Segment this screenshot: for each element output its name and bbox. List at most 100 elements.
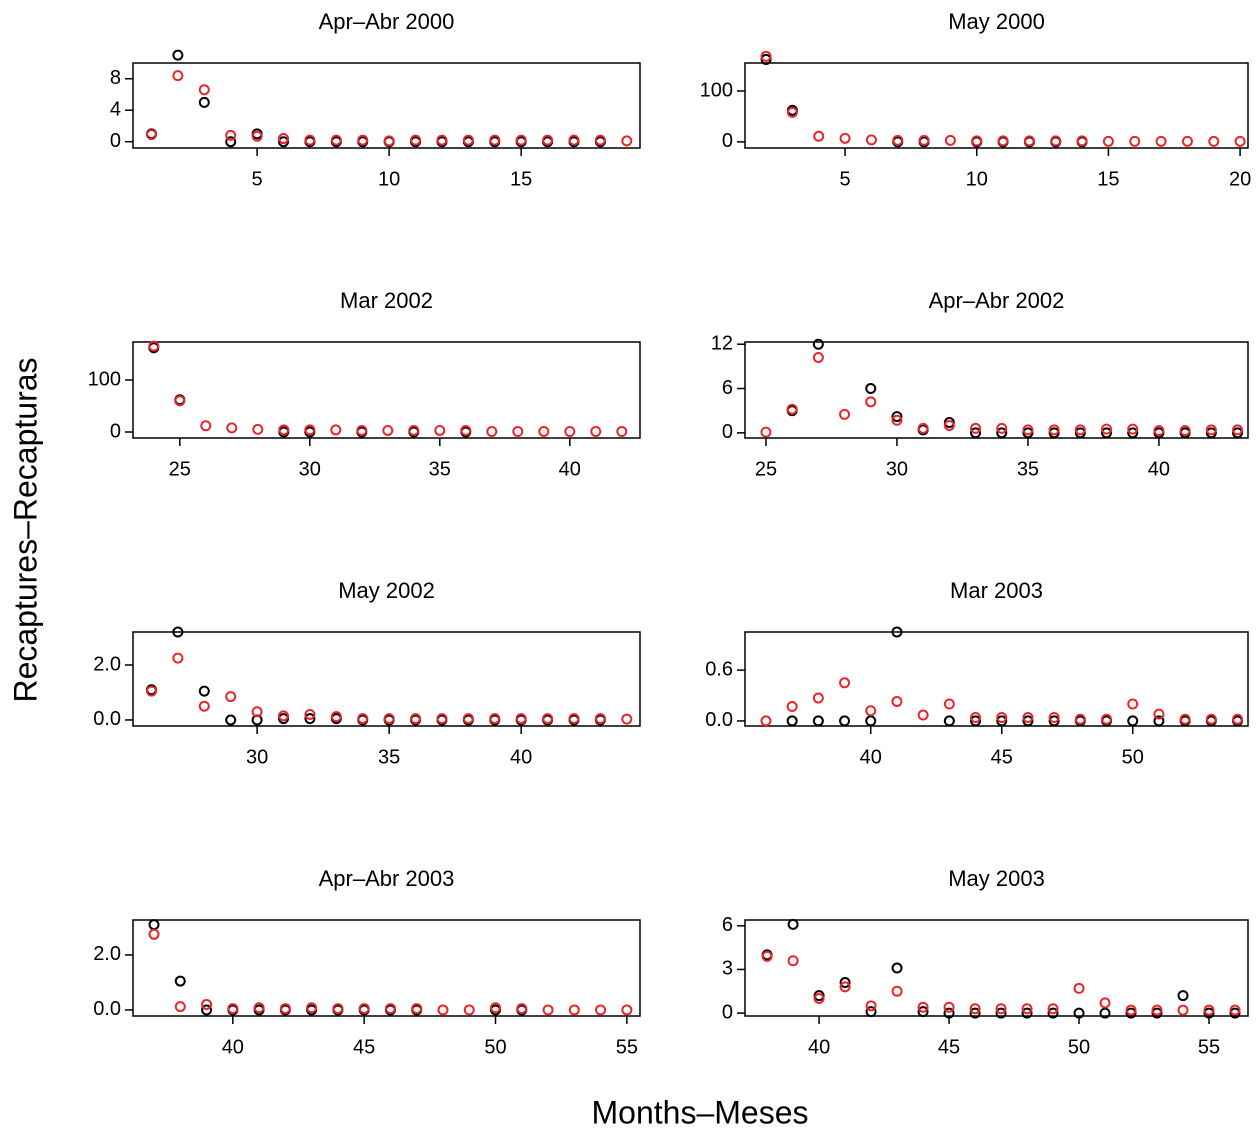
y-tick-label: 8 (110, 67, 121, 89)
point (970, 715, 982, 727)
point (512, 425, 524, 437)
point (1023, 135, 1035, 147)
point (411, 1003, 423, 1015)
point (172, 626, 184, 638)
point (198, 96, 210, 108)
point (590, 425, 602, 437)
point (786, 701, 798, 713)
point (357, 713, 369, 725)
point (1177, 1004, 1189, 1016)
point (943, 419, 955, 431)
point (1101, 713, 1113, 725)
point (594, 134, 606, 146)
point (568, 713, 580, 725)
point (225, 691, 237, 703)
point (595, 1004, 607, 1016)
point (943, 698, 955, 710)
x-tick-label: 20 (1229, 168, 1251, 190)
point (1229, 1004, 1241, 1016)
x-tick-label: 45 (991, 746, 1013, 768)
point (812, 692, 824, 704)
point (172, 49, 184, 61)
point (306, 1002, 318, 1014)
point (943, 1001, 955, 1013)
point (813, 130, 825, 142)
point (813, 993, 825, 1005)
point (969, 1003, 981, 1015)
point (489, 134, 501, 146)
point (1048, 712, 1060, 724)
y-axis-label: Recaptures–Recapturas (7, 357, 43, 702)
point (1099, 997, 1111, 1009)
point (865, 383, 877, 395)
x-tick-label: 30 (886, 458, 908, 480)
panel-title: May 2002 (338, 578, 435, 603)
point (891, 962, 903, 974)
point (760, 715, 772, 727)
x-tick-label: 35 (378, 746, 400, 768)
x-tick-label: 10 (966, 168, 988, 190)
point (1203, 1004, 1215, 1016)
x-tick-label: 40 (808, 1036, 830, 1058)
x-tick-label: 35 (429, 458, 451, 480)
point (201, 1004, 213, 1016)
plot-frame (744, 919, 1249, 1017)
point (812, 715, 824, 727)
point (970, 422, 982, 434)
point (357, 134, 369, 146)
point (594, 713, 606, 725)
plot-frame (132, 631, 641, 727)
point (434, 424, 446, 436)
point (917, 1001, 929, 1013)
y-tick-label: 0.0 (93, 998, 121, 1020)
plot-frame (132, 62, 641, 149)
point (1179, 425, 1191, 437)
point (148, 928, 160, 940)
point (970, 712, 982, 724)
point (1179, 713, 1191, 725)
x-tick-label: 50 (484, 1036, 506, 1058)
y-tick-label: 3 (722, 958, 733, 980)
point (944, 134, 956, 146)
point (891, 411, 903, 423)
y-tick-label: 6 (722, 914, 733, 936)
point (1021, 1003, 1033, 1015)
point (568, 134, 580, 146)
point (227, 1003, 239, 1015)
point (486, 425, 498, 437)
point (251, 130, 263, 142)
point (865, 134, 877, 146)
point (1050, 135, 1062, 147)
point (410, 713, 422, 725)
x-tick-label: 15 (510, 168, 532, 190)
plot-frame (744, 631, 1249, 727)
point (812, 338, 824, 350)
x-tick-label: 30 (299, 458, 321, 480)
point (760, 426, 772, 438)
x-tick-label: 40 (1148, 458, 1170, 480)
point (198, 84, 210, 96)
point (564, 425, 576, 437)
point (279, 1003, 291, 1015)
y-tick-label: 0 (110, 130, 121, 152)
point (201, 998, 213, 1010)
point (408, 424, 420, 436)
panel-title: Apr–Abr 2000 (319, 9, 455, 34)
point (1047, 1003, 1059, 1015)
point (621, 1004, 633, 1016)
point (200, 420, 212, 432)
x-tick-label: 35 (1017, 458, 1039, 480)
point (1074, 424, 1086, 436)
point (226, 422, 238, 434)
point (330, 711, 342, 723)
panel-title: Mar 2002 (340, 288, 433, 313)
y-tick-label: 6 (722, 377, 733, 399)
panel-title: Apr–Abr 2002 (929, 288, 1065, 313)
point (786, 106, 798, 118)
point (1047, 1007, 1059, 1019)
point (943, 715, 955, 727)
panel-title: May 2003 (948, 866, 1045, 891)
y-tick-label: 0 (110, 420, 121, 442)
point (382, 424, 394, 436)
point (1155, 135, 1167, 147)
